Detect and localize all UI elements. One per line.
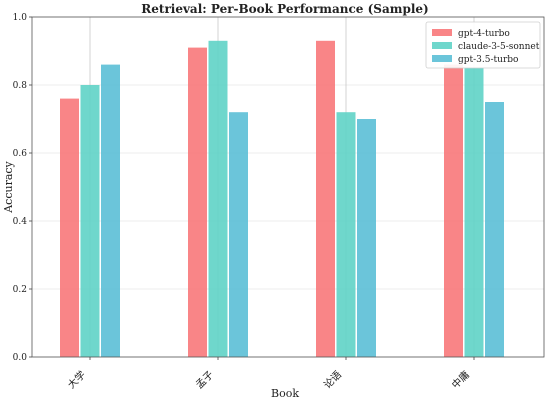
y-ticks: 0.0 0.2 0.4 0.6 0.8 1.0 <box>13 13 32 363</box>
bar-2-1 <box>336 112 356 357</box>
axes <box>31 16 545 358</box>
legend-label: claude-3-5-sonnet <box>458 42 540 52</box>
y-tick-label: 0.8 <box>13 81 28 91</box>
bar-0-1 <box>80 85 100 357</box>
y-tick-label: 0.0 <box>13 353 28 363</box>
bar-0-0 <box>60 98 79 357</box>
bar-3-2 <box>485 102 504 357</box>
legend-box <box>425 21 541 69</box>
bar-2-2 <box>357 119 376 357</box>
bar-1-2 <box>229 112 248 357</box>
legend-swatch <box>432 29 452 36</box>
bar-3-1 <box>464 68 484 357</box>
x-category-label: 论语 <box>321 368 344 391</box>
bar-1-1 <box>208 40 228 358</box>
bar-2-0 <box>316 40 335 358</box>
y-axis-label: Accuracy <box>2 160 15 213</box>
y-tick-label: 0.4 <box>13 217 28 227</box>
plot-frame <box>31 16 545 358</box>
legend-label: gpt-3.5-turbo <box>458 55 518 65</box>
legend: gpt-4-turbo claude-3-5-sonnet gpt-3.5-turb… <box>425 21 541 69</box>
x-category-label: 大学 <box>65 368 88 391</box>
bar-3-0 <box>444 64 463 357</box>
y-tick-label: 0.6 <box>13 149 28 159</box>
x-category-label: 孟子 <box>193 369 216 392</box>
bars <box>60 40 504 358</box>
chart-title: Retrieval: Per-Book Performance (Sample) <box>141 2 428 16</box>
legend-swatch <box>432 42 452 49</box>
y-tick-label: 1.0 <box>13 13 28 23</box>
bar-1-0 <box>188 47 207 357</box>
x-categories: 大学 孟子 论语 中庸 <box>65 357 475 392</box>
legend-swatch <box>432 55 452 62</box>
legend-label: gpt-4-turbo <box>458 29 510 39</box>
x-category-label: 中庸 <box>449 368 472 391</box>
y-tick-label: 0.2 <box>13 285 27 295</box>
bar-0-2 <box>101 64 120 357</box>
x-axis-label: Book <box>271 387 299 400</box>
